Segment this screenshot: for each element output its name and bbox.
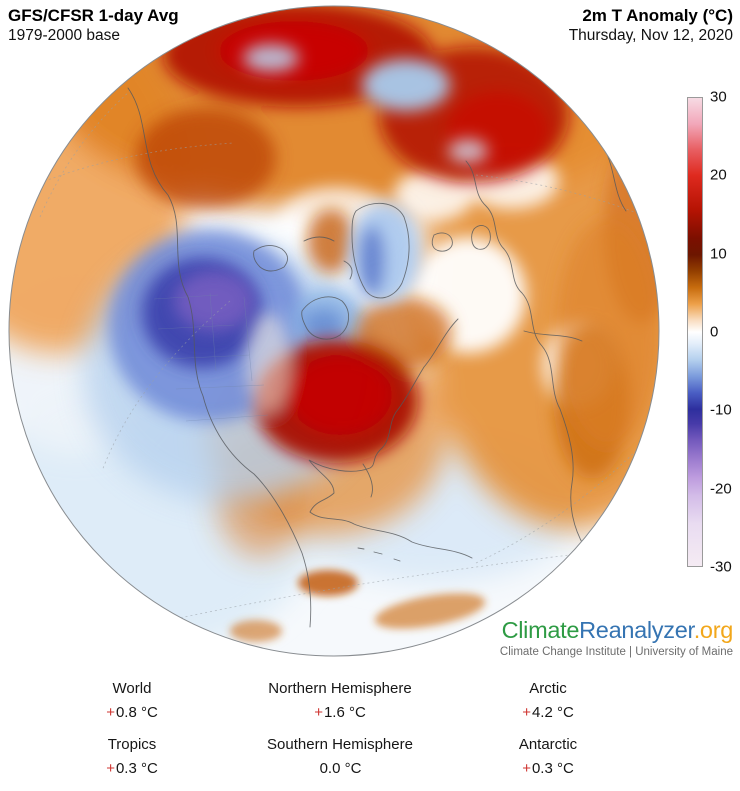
stat-tropics: Tropics +0.3 °C <box>106 736 158 777</box>
stat-value-text: 0.0 °C <box>319 760 362 777</box>
colorbar-tick-label: -20 <box>710 480 732 498</box>
logo-climate: Climate <box>501 617 580 643</box>
stat-southern-hemisphere: Southern Hemisphere 0.0 °C <box>267 736 413 777</box>
colorbar-tick-label: -30 <box>710 558 732 576</box>
header-right: 2m T Anomaly (°C) Thursday, Nov 12, 2020 <box>569 5 733 46</box>
logo-reanalyzer: Reanalyzer <box>579 617 694 643</box>
colorbar: 30 20 10 0 -10 -20 -30 <box>710 89 740 576</box>
stat-antarctic: Antarctic +0.3 °C <box>518 736 578 777</box>
globe-map-container <box>6 3 662 659</box>
globe-rim <box>8 5 660 657</box>
stat-value-text: 4.2 °C <box>531 704 574 721</box>
tropical-warm-spots <box>230 570 486 642</box>
plus-sign: + <box>106 704 115 721</box>
logo-tagline: Climate Change Institute | University of… <box>499 646 733 658</box>
stat-arctic: Arctic +4.2 °C <box>522 680 574 721</box>
branding-block: ClimateReanalyzer.org Climate Change Ins… <box>500 617 733 658</box>
globe-anomaly-map <box>8 5 660 657</box>
regional-stats: World +0.8 °C Northern Hemisphere +1.6 °… <box>28 679 652 791</box>
plus-sign: + <box>522 704 531 721</box>
date-subtitle: Thursday, Nov 12, 2020 <box>568 27 733 44</box>
stat-value-text: 0.3 °C <box>115 760 158 777</box>
colorbar-tick-label: 0 <box>710 323 719 341</box>
dataset-title: GFS/CFSR 1-day Avg <box>8 6 179 25</box>
header-left: GFS/CFSR 1-day Avg 1979-2000 base <box>8 5 179 46</box>
colorbar-gradient <box>687 97 703 567</box>
stat-value-text: 0.3 °C <box>531 760 574 777</box>
stat-value-text: 1.6 °C <box>323 704 366 721</box>
colorbar-tick-label: -10 <box>710 401 732 419</box>
plus-sign: + <box>106 760 115 777</box>
plus-sign: + <box>314 704 323 721</box>
baseline-subtitle: 1979-2000 base <box>8 27 121 44</box>
logo-org: .org <box>693 617 734 643</box>
plus-sign: + <box>522 760 531 777</box>
stats-row-1: World +0.8 °C Northern Hemisphere +1.6 °… <box>28 679 652 722</box>
colorbar-tick-label: 20 <box>710 166 727 184</box>
stat-northern-hemisphere: Northern Hemisphere +1.6 °C <box>268 680 412 721</box>
colorbar-tick-label: 10 <box>710 245 727 263</box>
cold-patches-over <box>243 44 488 303</box>
variable-title: 2m T Anomaly (°C) <box>582 6 733 25</box>
state-borders <box>153 292 269 422</box>
stat-value-text: 0.8 °C <box>115 704 158 721</box>
stats-row-2: Tropics +0.3 °C Southern Hemisphere 0.0 … <box>28 735 652 778</box>
colorbar-tick-label: 30 <box>710 88 727 106</box>
climate-reanalyzer-logo[interactable]: ClimateReanalyzer.org <box>500 617 734 643</box>
stat-world: World +0.8 °C <box>106 680 158 721</box>
